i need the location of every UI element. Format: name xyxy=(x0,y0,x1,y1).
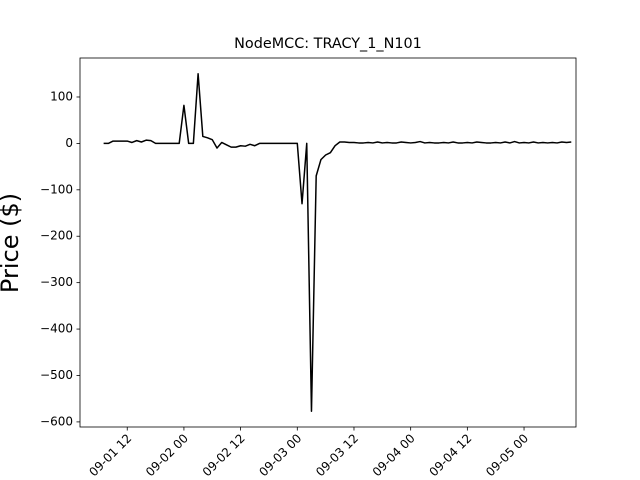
y-tick-label: −400 xyxy=(40,322,73,336)
y-tick-label: 100 xyxy=(50,89,73,103)
x-tick-label: 09-02 00 xyxy=(143,431,191,479)
y-axis-label: Price ($) xyxy=(0,193,24,293)
x-tick-label: 09-02 12 xyxy=(200,431,248,479)
x-tick-label: 09-04 00 xyxy=(370,431,418,479)
chart-title: NodeMCC: TRACY_1_N101 xyxy=(234,36,422,52)
y-tick-label: −600 xyxy=(40,414,73,428)
y-tick-label: −300 xyxy=(40,275,73,289)
price-line xyxy=(103,73,572,412)
x-tick-label: 09-05 00 xyxy=(483,431,531,479)
x-tick-label: 09-03 00 xyxy=(256,431,304,479)
x-tick-label: 09-03 12 xyxy=(313,431,361,479)
y-tick-label: −100 xyxy=(40,182,73,196)
y-tick-label: −200 xyxy=(40,229,73,243)
x-tick-label: 09-04 12 xyxy=(426,431,474,479)
x-tick-label: 09-01 12 xyxy=(86,431,134,479)
y-tick-label: −500 xyxy=(40,368,73,382)
y-tick-label: 0 xyxy=(65,136,73,150)
plot-frame xyxy=(79,57,577,428)
